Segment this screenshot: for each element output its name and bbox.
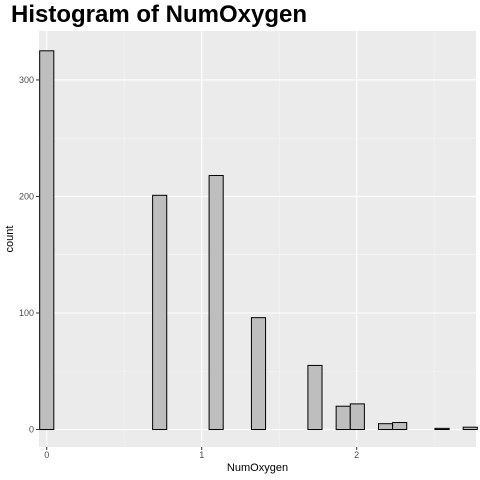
histogram-bar	[307, 364, 323, 431]
y-axis: 0 100 200 300	[19, 75, 39, 435]
x-axis-title: NumOxygen	[227, 462, 288, 474]
y-tick-label: 100	[19, 308, 34, 318]
chart-title: Histogram of NumOxygen	[11, 1, 307, 28]
y-axis-title: count	[4, 226, 16, 253]
histogram-bar	[208, 174, 224, 431]
histogram-bar	[335, 405, 351, 431]
y-tick-label: 300	[19, 75, 34, 85]
histogram-bar	[462, 426, 478, 431]
y-tick-label: 0	[29, 425, 34, 435]
histogram-bar	[377, 423, 394, 431]
histogram-bar	[392, 422, 408, 431]
histogram-bar	[349, 403, 365, 431]
x-tick-label: 2	[354, 450, 359, 460]
x-tick-label: 1	[199, 450, 204, 460]
y-tick-label: 200	[19, 191, 34, 201]
histogram-bar	[39, 50, 55, 431]
x-axis: 0 1 2	[44, 447, 359, 460]
histogram-bar	[434, 427, 450, 431]
histogram-bar	[250, 317, 267, 431]
histogram-bars	[39, 50, 478, 431]
x-tick-label: 0	[44, 450, 49, 460]
histogram-bar	[152, 194, 168, 431]
